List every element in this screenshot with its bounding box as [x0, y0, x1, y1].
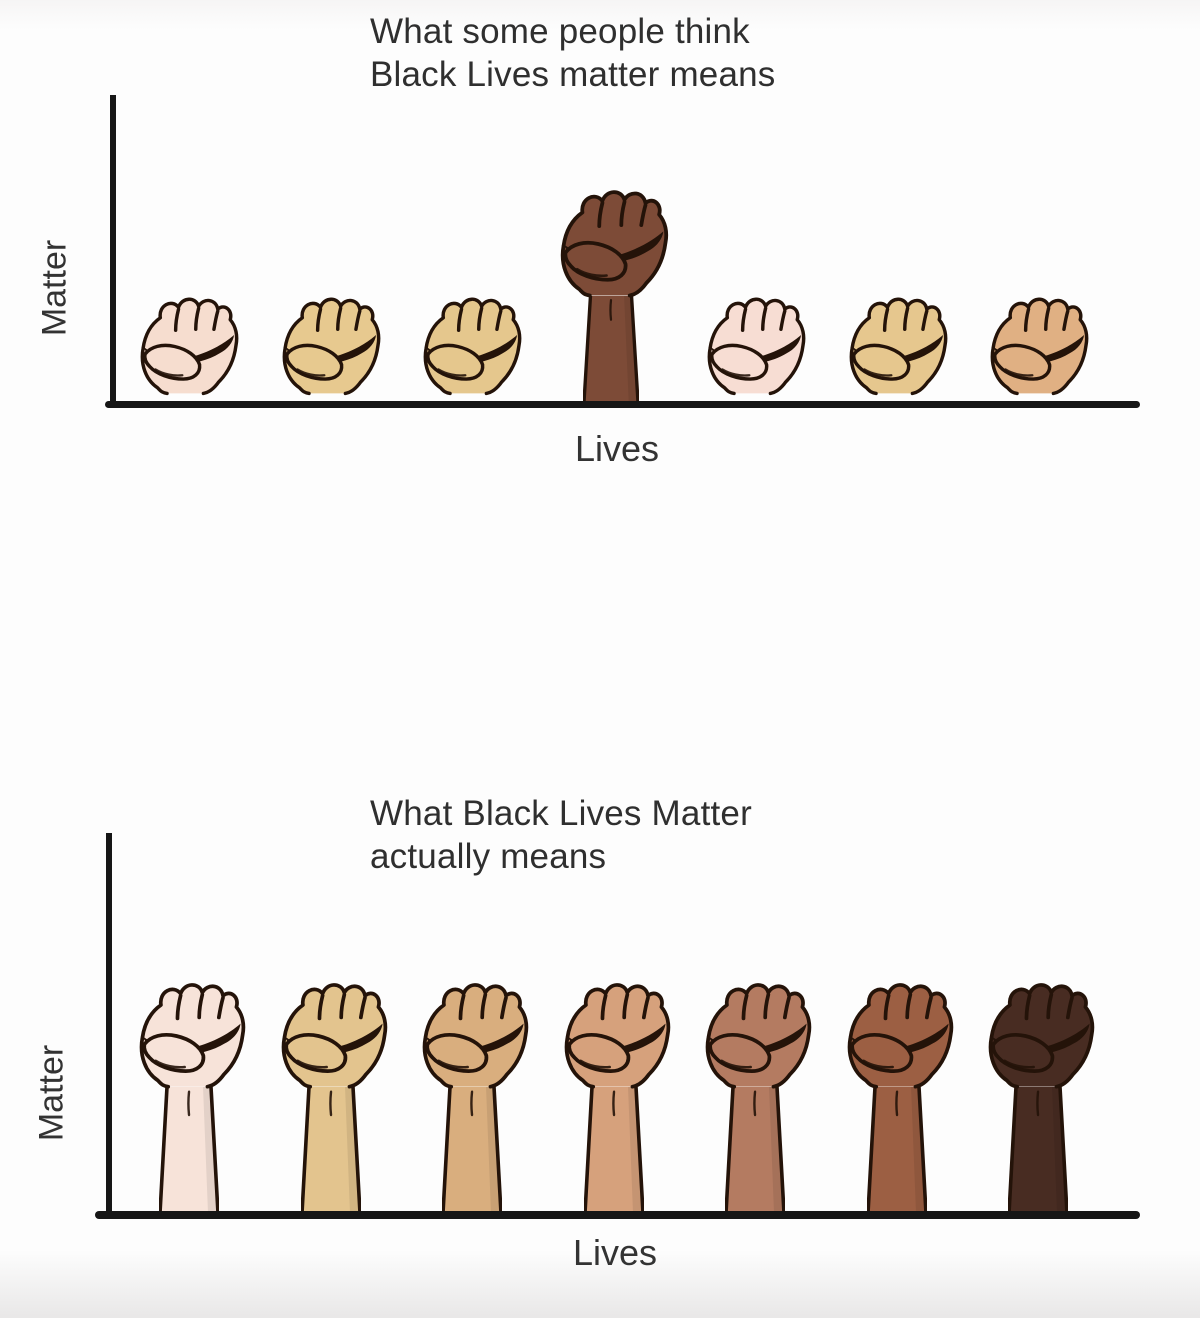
raised-fist	[268, 290, 396, 403]
forearm	[159, 1087, 219, 1213]
raised-fist-icon	[139, 983, 246, 1089]
y-axis-top	[110, 95, 116, 407]
raised-fist	[976, 290, 1104, 403]
raised-fist-icon	[705, 983, 812, 1089]
raised-fist-icon	[423, 297, 522, 396]
raised-fist	[835, 290, 963, 403]
raised-fist	[411, 975, 541, 1213]
forearm	[867, 1087, 927, 1213]
raised-fist-icon	[847, 983, 954, 1089]
forearm	[583, 296, 639, 403]
forearm	[584, 1087, 644, 1213]
raised-fist	[977, 975, 1107, 1213]
x-axis-top	[105, 401, 1140, 408]
raised-fist	[836, 975, 966, 1213]
forearm	[1008, 1087, 1068, 1213]
raised-fist-icon	[422, 983, 529, 1089]
raised-fist-icon	[560, 190, 669, 298]
chart-title-top: What some people think Black Lives matte…	[370, 10, 776, 96]
forearm	[301, 1087, 361, 1213]
raised-fist-icon	[988, 983, 1095, 1089]
raised-fist	[694, 975, 824, 1213]
raised-fist	[693, 290, 821, 403]
raised-fist	[126, 290, 254, 403]
chart-title-top-line2: Black Lives matter means	[370, 55, 776, 94]
chart-title-bottom: What Black Lives Matter actually means	[370, 792, 752, 878]
x-axis-bottom	[95, 1211, 1140, 1219]
y-axis-bottom	[106, 833, 112, 1217]
chart-title-bottom-line2: actually means	[370, 837, 607, 876]
x-axis-label-top: Lives	[574, 428, 660, 469]
forearm	[442, 1087, 502, 1213]
raised-fist-icon	[849, 297, 948, 396]
raised-fist-icon	[140, 297, 239, 396]
chart-title-top-line1: What some people think	[370, 12, 750, 51]
raised-fist	[553, 975, 683, 1213]
raised-fist-icon	[564, 983, 671, 1089]
raised-fist	[409, 290, 537, 403]
x-axis-label-bottom: Lives	[572, 1232, 658, 1273]
raised-fist-icon	[282, 297, 381, 396]
raised-fist	[128, 975, 258, 1213]
chart-title-bottom-line1: What Black Lives Matter	[370, 794, 752, 833]
raised-fist-icon	[990, 297, 1089, 396]
raised-fist-icon	[281, 983, 388, 1089]
raised-fist	[548, 182, 682, 403]
raised-fist	[270, 975, 400, 1213]
raised-fist-icon	[707, 297, 806, 396]
forearm	[725, 1087, 785, 1213]
